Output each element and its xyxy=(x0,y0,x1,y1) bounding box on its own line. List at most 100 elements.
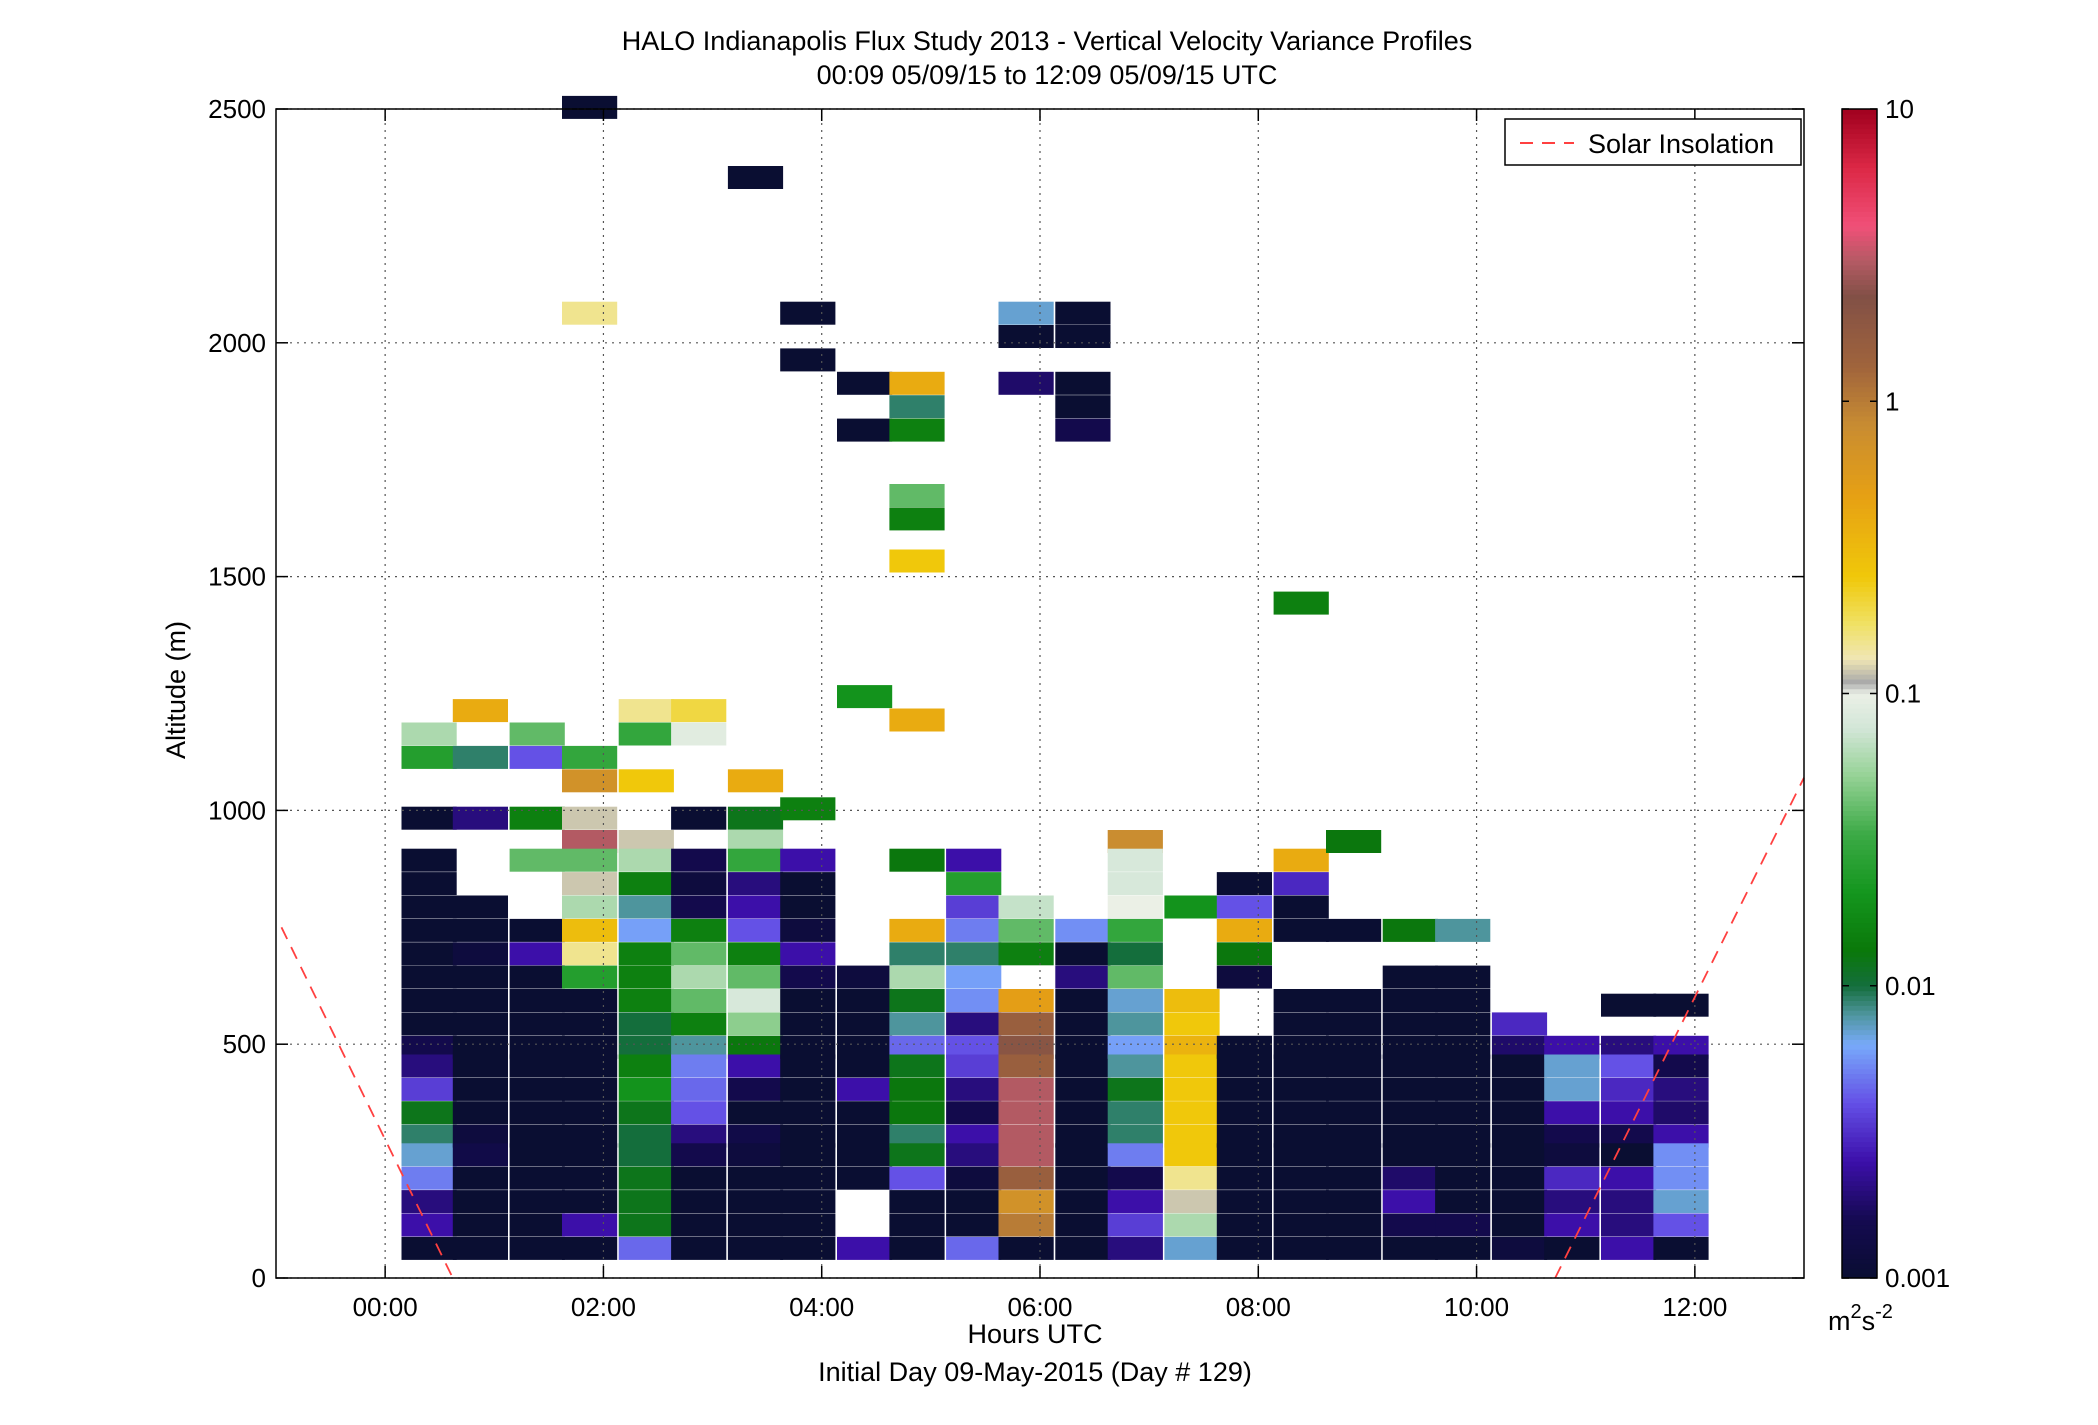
heatmap-cell xyxy=(509,1124,565,1148)
heatmap-cell xyxy=(1164,1101,1220,1125)
colorbar-segment xyxy=(1842,1102,1877,1109)
heatmap-cell xyxy=(618,848,674,872)
heatmap-cell xyxy=(618,1077,674,1101)
colorbar-segment xyxy=(1842,372,1877,378)
colorbar-segment xyxy=(1842,1044,1877,1050)
colorbar-segment xyxy=(1842,863,1877,870)
heatmap-cell xyxy=(1382,918,1438,942)
heatmap-cell xyxy=(1216,1166,1272,1190)
heatmap-cell xyxy=(1544,1166,1600,1190)
colorbar-segment xyxy=(1842,1005,1877,1011)
heatmap-cell xyxy=(1164,1213,1220,1237)
heatmap-cell xyxy=(946,965,1002,989)
heatmap-cell xyxy=(1326,830,1382,853)
heatmap-cell xyxy=(1382,1077,1438,1101)
colorbar-segment xyxy=(1842,1127,1877,1133)
heatmap-cell xyxy=(998,1190,1054,1214)
colorbar-segment xyxy=(1842,308,1877,315)
colorbar-segment xyxy=(1842,976,1877,982)
heatmap-cell xyxy=(618,722,674,746)
colorbar-segment xyxy=(1842,883,1877,889)
heatmap-cell xyxy=(727,1166,784,1190)
colorbar-segment xyxy=(1842,235,1877,242)
colorbar-segment xyxy=(1842,118,1877,125)
heatmap-cell xyxy=(509,806,565,830)
legend[interactable]: Solar Insolation xyxy=(1504,118,1802,166)
colorbar-segment xyxy=(1842,1209,1877,1216)
heatmap-cell xyxy=(1107,895,1163,919)
heatmap-cell xyxy=(1491,1166,1548,1190)
heatmap-cell xyxy=(671,1054,727,1078)
colorbar-segment xyxy=(1842,1136,1877,1143)
heatmap-cell xyxy=(618,1213,674,1237)
heatmap-cell xyxy=(671,722,727,746)
colorbar-segment xyxy=(1842,1248,1877,1255)
heatmap-cell xyxy=(671,895,727,919)
heatmap-cell xyxy=(837,1143,893,1167)
heatmap-cell xyxy=(401,872,457,896)
heatmap-cell xyxy=(1107,848,1163,872)
heatmap-cell xyxy=(1107,872,1163,896)
heatmap-cell xyxy=(509,1054,565,1078)
colorbar-segment xyxy=(1842,898,1877,904)
colorbar-segment xyxy=(1842,201,1877,208)
colorbar-segment xyxy=(1842,800,1877,807)
heatmap-cell xyxy=(889,1101,945,1125)
heatmap-cell xyxy=(1326,1012,1382,1036)
colorbar-segment xyxy=(1842,596,1877,602)
solar-insolation-line xyxy=(1554,777,1805,1279)
heatmap-cell xyxy=(1273,1012,1329,1036)
heatmap-cell xyxy=(1273,1035,1329,1059)
heatmap-cell xyxy=(618,1012,674,1036)
heatmap-cell xyxy=(1216,918,1272,942)
heatmap-cell xyxy=(1216,965,1272,989)
heatmap-cell xyxy=(1544,1213,1600,1237)
heatmap-cell xyxy=(509,1236,565,1260)
heatmap-cell xyxy=(780,797,836,821)
colorbar-segment xyxy=(1842,1019,1877,1026)
x-tick-label: 10:00 xyxy=(1444,1292,1509,1322)
colorbar-units-mid: s xyxy=(1862,1306,1876,1336)
colorbar-segment xyxy=(1842,600,1877,607)
heatmap-cell xyxy=(837,965,893,989)
colorbar-segment xyxy=(1842,113,1877,120)
heatmap-cell xyxy=(1216,1054,1272,1078)
colorbar-segment xyxy=(1842,449,1877,456)
heatmap-cell xyxy=(1273,1124,1329,1148)
colorbar-segment xyxy=(1842,313,1877,320)
chart-title: HALO Indianapolis Flux Study 2013 - Vert… xyxy=(622,26,1472,56)
colorbar-segment xyxy=(1842,298,1877,305)
heatmap-cell xyxy=(837,1077,893,1101)
solar-insolation-layer xyxy=(280,777,1805,1279)
heatmap-cell xyxy=(401,989,457,1012)
heatmap-cell xyxy=(452,989,508,1012)
heatmap-cell xyxy=(401,745,457,769)
heatmap-cell xyxy=(1164,895,1220,919)
heatmap-cell xyxy=(401,1166,457,1190)
heatmap-cell xyxy=(509,918,565,942)
heatmap-cell xyxy=(618,942,674,966)
heatmap-cell xyxy=(1216,1077,1272,1101)
colorbar-segment xyxy=(1842,342,1877,349)
heatmap-cell xyxy=(562,942,618,966)
colorbar-segment xyxy=(1842,1268,1877,1274)
heatmap-cell xyxy=(1273,1190,1329,1214)
colorbar-segment xyxy=(1842,1014,1877,1021)
heatmap-cell xyxy=(401,806,457,830)
heatmap-cell xyxy=(727,1054,784,1078)
heatmap-cell xyxy=(780,942,836,966)
colorbar-segment xyxy=(1842,255,1877,261)
heatmap-cell xyxy=(998,1077,1054,1101)
heatmap-cell xyxy=(727,989,784,1012)
colorbar-units-base: m xyxy=(1828,1306,1851,1336)
heatmap-cell xyxy=(1273,1054,1329,1078)
heatmap-cell xyxy=(562,1101,618,1125)
colorbar-segment xyxy=(1842,961,1877,967)
colorbar-segment xyxy=(1842,479,1877,485)
colorbar-segment xyxy=(1842,532,1877,539)
heatmap-cell xyxy=(998,989,1054,1012)
colorbar-segment xyxy=(1842,1058,1877,1065)
heatmap-cell xyxy=(1382,1166,1438,1190)
heatmap-cell xyxy=(1326,1166,1382,1190)
heatmap-cell xyxy=(727,830,784,853)
